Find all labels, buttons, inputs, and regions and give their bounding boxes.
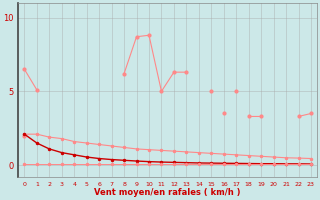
X-axis label: Vent moyen/en rafales ( km/h ): Vent moyen/en rafales ( km/h ) (94, 188, 241, 197)
